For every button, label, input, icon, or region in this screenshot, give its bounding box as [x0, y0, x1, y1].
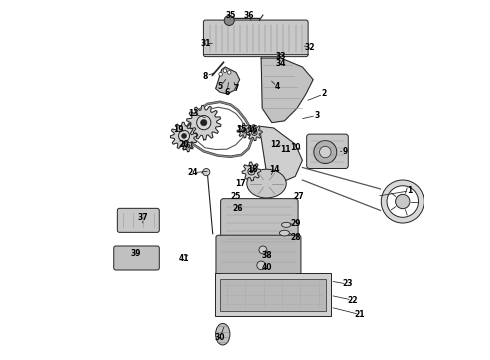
Text: 27: 27 — [294, 192, 304, 201]
Text: 16: 16 — [247, 125, 257, 134]
Text: 24: 24 — [188, 168, 198, 177]
Ellipse shape — [216, 323, 230, 345]
Text: 4: 4 — [275, 82, 280, 91]
Text: 21: 21 — [354, 310, 365, 319]
Bar — [215, 273, 331, 316]
Text: 31: 31 — [200, 39, 211, 48]
Text: 39: 39 — [130, 249, 141, 258]
Circle shape — [178, 130, 190, 141]
Text: 8: 8 — [203, 72, 208, 81]
Polygon shape — [259, 126, 302, 182]
Text: 37: 37 — [138, 213, 148, 222]
Circle shape — [257, 261, 266, 270]
Text: 1: 1 — [407, 186, 413, 195]
Polygon shape — [171, 122, 197, 149]
Polygon shape — [182, 140, 193, 152]
Text: 13: 13 — [188, 109, 198, 118]
Circle shape — [187, 145, 189, 147]
Circle shape — [203, 168, 210, 176]
Text: 19: 19 — [173, 125, 184, 134]
Circle shape — [259, 246, 267, 254]
Text: 40: 40 — [261, 264, 272, 273]
Polygon shape — [261, 58, 313, 123]
Text: 17: 17 — [235, 179, 246, 188]
FancyBboxPatch shape — [216, 235, 301, 279]
Circle shape — [381, 180, 424, 223]
Text: 38: 38 — [261, 251, 272, 260]
Text: 28: 28 — [290, 233, 300, 242]
Polygon shape — [237, 123, 251, 138]
Circle shape — [319, 146, 331, 158]
Circle shape — [243, 129, 245, 132]
Circle shape — [387, 186, 418, 217]
Text: 25: 25 — [231, 192, 241, 201]
Circle shape — [224, 15, 234, 26]
Circle shape — [223, 69, 227, 72]
Polygon shape — [242, 162, 261, 181]
Text: 30: 30 — [215, 333, 225, 342]
Bar — [220, 279, 326, 311]
Circle shape — [242, 128, 247, 133]
Text: 11: 11 — [280, 145, 291, 154]
Text: 3: 3 — [314, 111, 319, 120]
Circle shape — [200, 120, 207, 126]
Circle shape — [181, 134, 187, 138]
Text: 14: 14 — [269, 165, 280, 174]
FancyBboxPatch shape — [117, 208, 159, 232]
Ellipse shape — [282, 222, 291, 227]
Text: 7: 7 — [233, 84, 239, 93]
Circle shape — [395, 194, 410, 209]
Text: 6: 6 — [224, 87, 230, 96]
Circle shape — [186, 144, 190, 148]
Circle shape — [196, 116, 211, 130]
Circle shape — [250, 170, 253, 173]
Text: 36: 36 — [244, 11, 254, 20]
Text: 2: 2 — [321, 89, 326, 98]
Text: 18: 18 — [247, 165, 257, 174]
Text: 22: 22 — [347, 296, 358, 305]
Polygon shape — [246, 125, 262, 140]
Text: 26: 26 — [233, 204, 243, 213]
FancyBboxPatch shape — [114, 246, 159, 270]
Polygon shape — [216, 67, 240, 94]
Text: 15: 15 — [236, 125, 246, 134]
Circle shape — [227, 71, 231, 74]
Circle shape — [219, 72, 222, 76]
Text: 32: 32 — [304, 43, 315, 52]
FancyBboxPatch shape — [220, 199, 298, 247]
Ellipse shape — [279, 230, 290, 236]
Text: 12: 12 — [270, 140, 281, 149]
Circle shape — [253, 131, 256, 134]
Text: 33: 33 — [275, 52, 286, 61]
Polygon shape — [187, 105, 221, 140]
Text: 29: 29 — [290, 219, 300, 228]
Text: 41: 41 — [179, 255, 189, 264]
FancyBboxPatch shape — [203, 20, 308, 57]
Text: 9: 9 — [343, 147, 348, 156]
Circle shape — [251, 130, 257, 135]
Text: 10: 10 — [290, 143, 300, 152]
Circle shape — [314, 140, 337, 163]
Circle shape — [248, 168, 255, 175]
Text: 34: 34 — [275, 59, 286, 68]
FancyBboxPatch shape — [307, 134, 348, 168]
Ellipse shape — [247, 169, 286, 198]
Text: 23: 23 — [342, 279, 352, 288]
Text: 35: 35 — [225, 11, 236, 20]
Text: 20: 20 — [179, 140, 189, 149]
Text: 5: 5 — [218, 82, 222, 91]
